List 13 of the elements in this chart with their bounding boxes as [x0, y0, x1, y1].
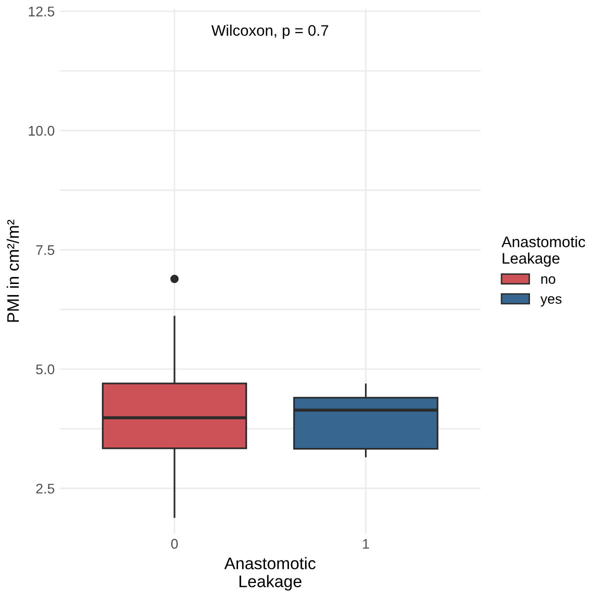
y-axis-title: PMI in cm²/m²: [6, 220, 19, 322]
annotation: Wilcoxon, p = 0.7: [211, 24, 328, 39]
y-tick-label: 5.0: [36, 364, 54, 374]
x-tick-label: 1: [362, 539, 369, 549]
legend-label: no: [541, 276, 556, 284]
x-tick-label: 0: [171, 538, 178, 549]
legend-label: yes: [540, 296, 562, 307]
y-tick-label: 10.0: [28, 126, 54, 136]
x-axis-title: Anastomotic Leakage: [224, 557, 316, 591]
y-tick-label: 12.5: [28, 6, 54, 16]
y-tick-label: 7.5: [36, 245, 54, 255]
y-tick-label: 2.5: [36, 484, 54, 494]
legend-title: Anastomotic Leakage: [502, 236, 586, 267]
